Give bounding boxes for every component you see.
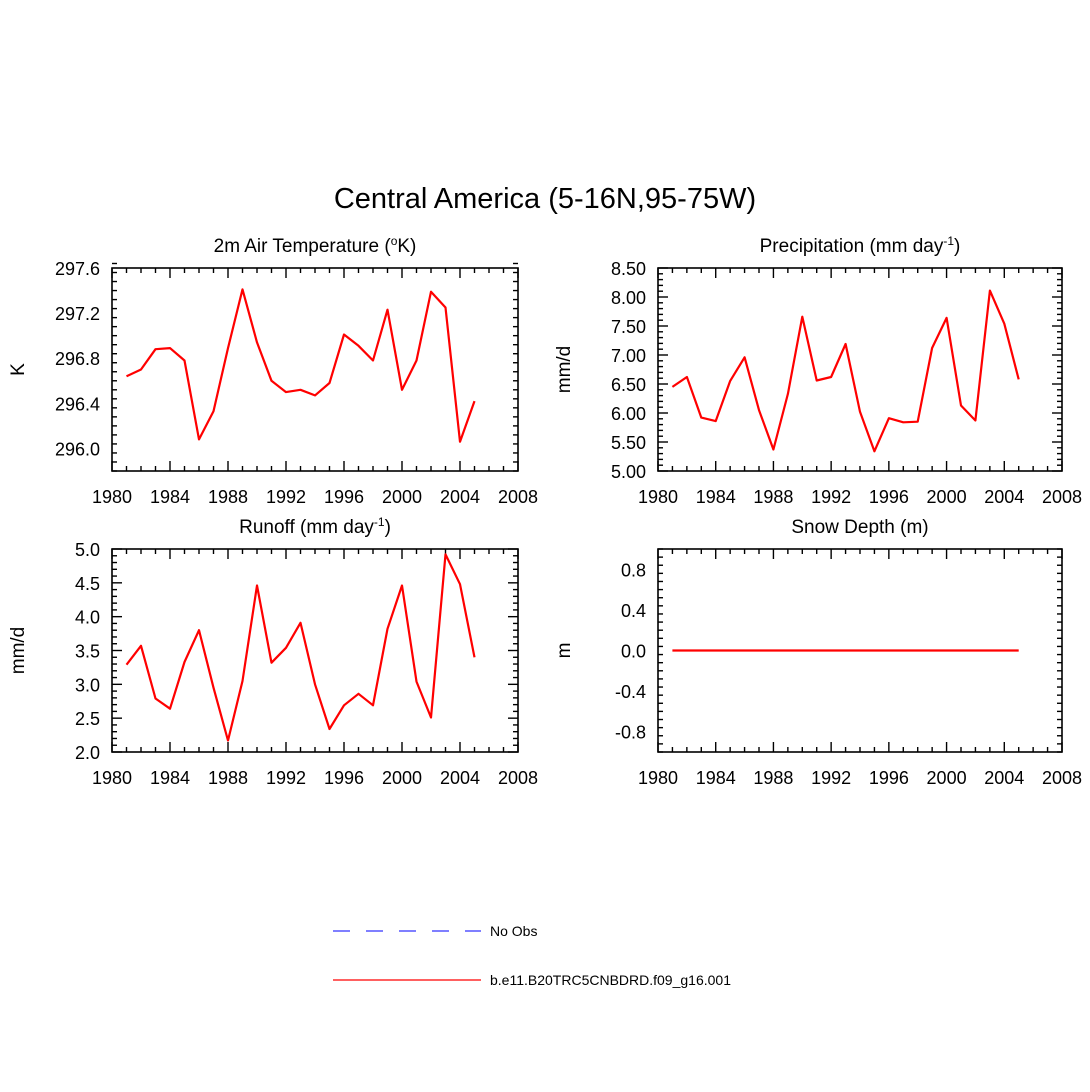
panel-precipitation: Precipitation (mm day-1) mm/d 1980 1984 1988… [554,234,1082,507]
temperature-xtick-label: 2008 [498,487,538,507]
snow-depth-xtick-label: 1992 [811,768,851,788]
precipitation-ylabel: mm/d [554,346,575,394]
precipitation-ytick-label: 7.50 [611,317,646,337]
runoff-xtick-label: 1988 [208,768,248,788]
precipitation-xtick-label: 2004 [984,487,1024,507]
runoff-series-line [125,553,476,742]
temperature-xtick-label: 1996 [324,487,364,507]
snow-depth-xtick-label: 2008 [1042,768,1082,788]
precipitation-panel-title: Precipitation (mm day-1) [760,234,961,257]
runoff-ytick-label: 2.0 [75,743,100,763]
temperature-ytick-label: 296.4 [55,394,100,414]
runoff-ytick-label: 5.0 [75,540,100,560]
precipitation-plot-frame [657,267,1063,472]
snow-depth-ytick-label: 0.4 [621,601,646,621]
runoff-xtick-label: 1984 [150,768,190,788]
snow-depth-xtick-label: 1988 [753,768,793,788]
snow-depth-ytick-label: -0.4 [615,682,646,702]
temperature-plot-frame [111,267,519,472]
precipitation-xtick-label: 1980 [638,487,678,507]
runoff-ytick-label: 2.5 [75,709,100,729]
snow-depth-ylabel: m [554,643,575,659]
precipitation-ytick-label: 8.50 [611,259,646,279]
snow-depth-xtick-label: 1996 [869,768,909,788]
runoff-ytick-label: 4.0 [75,608,100,628]
runoff-ylabel: mm/d [8,627,29,675]
snow-depth-ytick-label: 0.8 [621,560,646,580]
temperature-ytick-label: 296.0 [55,439,100,459]
precipitation-xtick-label: 1984 [696,487,736,507]
temperature-xtick-label: 1984 [150,487,190,507]
panels: 2m Air Temperature (oK) K 1980 1984 1988 1992… [8,234,1082,788]
runoff-ytick-label: 3.5 [75,642,100,662]
runoff-xtick-label: 1980 [92,768,132,788]
temperature-xtick-label: 2000 [382,487,422,507]
panel-snow-depth: Snow Depth (m) m 1980 1984 1988 1992 1996 2000 2… [554,517,1082,788]
runoff-xtick-label: 1992 [266,768,306,788]
snow-depth-ytick-label: -0.8 [615,723,646,743]
precipitation-xtick-label: 2008 [1042,487,1082,507]
precipitation-xtick-label: 1996 [869,487,909,507]
panel-runoff: Runoff (mm day-1) mm/d 1980 1984 1988 1992 199… [8,515,538,788]
temperature-ylabel: K [8,363,29,376]
runoff-xtick-label: 2000 [382,768,422,788]
panel-temperature: 2m Air Temperature (oK) K 1980 1984 1988 1992… [8,234,538,507]
snow-depth-xtick-label: 1984 [696,768,736,788]
precipitation-xtick-label: 2000 [927,487,967,507]
precipitation-xtick-label: 1992 [811,487,851,507]
precipitation-ytick-label: 6.00 [611,404,646,424]
legend-model-label: b.e11.B20TRC5CNBDRD.f09_g16.001 [490,972,731,988]
precipitation-xtick-label: 1988 [753,487,793,507]
temperature-panel-title: 2m Air Temperature (oK) [214,234,417,257]
precipitation-ytick-label: 5.00 [611,462,646,482]
runoff-xtick-label: 2004 [440,768,480,788]
precipitation-ytick-label: 5.50 [611,433,646,453]
runoff-ytick-label: 4.5 [75,574,100,594]
snow-depth-xtick-label: 1980 [638,768,678,788]
precipitation-ytick-label: 6.50 [611,375,646,395]
snow-depth-panel-title: Snow Depth (m) [791,517,928,538]
temperature-xtick-label: 1980 [92,487,132,507]
figure-title: Central America (5-16N,95-75W) [334,183,756,215]
snow-depth-ytick-label: 0.0 [621,642,646,662]
runoff-ytick-label: 3.0 [75,675,100,695]
temperature-xtick-label: 1988 [208,487,248,507]
precipitation-ytick-label: 8.00 [611,288,646,308]
temperature-series-line [126,288,476,443]
legend: No Obs b.e11.B20TRC5CNBDRD.f09_g16.001 [333,923,731,988]
runoff-xtick-label: 2008 [498,768,538,788]
legend-no-obs-label: No Obs [490,923,537,939]
snow-depth-xtick-label: 2000 [927,768,967,788]
temperature-ytick-label: 296.8 [55,349,100,369]
temperature-ytick-label: 297.2 [55,304,100,324]
temperature-xtick-label: 2004 [440,487,480,507]
precipitation-series-line [671,289,1020,453]
precipitation-ytick-label: 7.00 [611,346,646,366]
temperature-xtick-label: 1992 [266,487,306,507]
snow-depth-xtick-label: 2004 [984,768,1024,788]
temperature-ytick-label: 297.6 [55,259,100,279]
runoff-panel-title: Runoff (mm day-1) [239,515,391,538]
runoff-xtick-label: 1996 [324,768,364,788]
